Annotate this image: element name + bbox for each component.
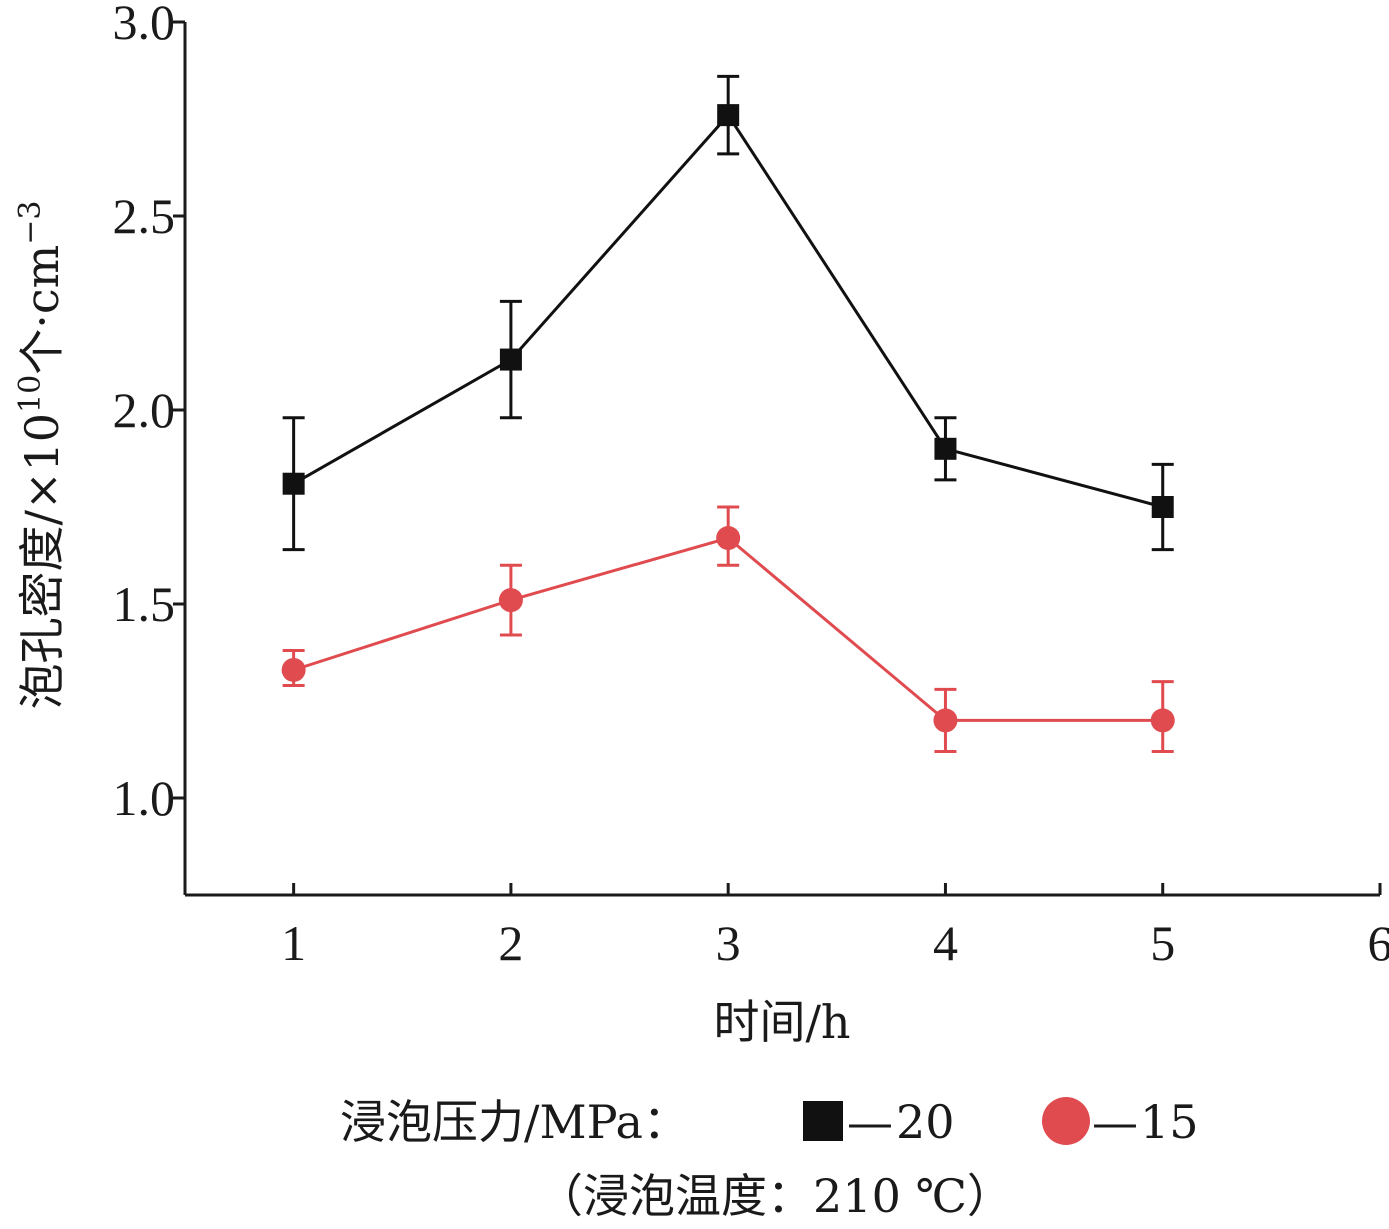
x-tick-label: 2 (498, 915, 523, 971)
data-point-square (282, 472, 305, 495)
y-tick-label: 2.5 (113, 188, 176, 244)
data-point-square (1151, 496, 1174, 518)
data-point-circle (281, 657, 306, 682)
legend-label-series-15: 15 (1140, 1095, 1199, 1149)
series-15 (281, 505, 1175, 753)
temperature-note: （浸泡温度：210 ℃） (537, 1169, 1013, 1223)
data-point-square (717, 104, 740, 127)
series-20-line (292, 112, 1164, 509)
legend-dash-series-15: — (1092, 1095, 1138, 1149)
y-tick-label: 1.5 (113, 576, 176, 632)
legend-marker-series-20 (803, 1101, 843, 1141)
y-axis-title-main: 泡孔密度/×10 (15, 413, 69, 710)
x-ticks: 1 2 3 4 5 6 (281, 883, 1389, 971)
y-axis-title-unit: 个·cm (15, 245, 69, 375)
legend-label-series-20: 20 (896, 1095, 955, 1149)
data-point-circle (1150, 708, 1175, 733)
data-point-circle (933, 708, 958, 733)
y-axis-title-sup2: −3 (13, 200, 48, 244)
y-axis-title-sup1: 10 (13, 375, 48, 413)
y-tick-label: 3.0 (113, 0, 176, 50)
legend-marker-series-15 (1042, 1097, 1090, 1145)
legend: 浸泡压力/MPa： — 20 — 15 (340, 1095, 1199, 1149)
x-tick-label: 3 (716, 915, 741, 971)
x-axis-title: 时间/h (713, 995, 850, 1049)
x-tick-label: 1 (281, 915, 306, 971)
y-tick-label: 2.0 (113, 382, 176, 438)
series-20 (282, 74, 1174, 552)
x-tick-label: 6 (1368, 915, 1389, 971)
y-tick-label: 1.0 (113, 770, 176, 826)
x-tick-label: 4 (933, 915, 958, 971)
data-point-circle (498, 588, 523, 613)
legend-dash-series-20: — (847, 1095, 893, 1149)
y-ticks: 1.0 1.5 2.0 2.5 3.0 (113, 0, 185, 826)
data-point-square (499, 348, 522, 371)
data-point-square (934, 437, 957, 460)
plot-series (281, 74, 1175, 753)
data-point-circle (716, 526, 741, 551)
legend-title: 浸泡压力/MPa： (340, 1095, 689, 1149)
axes: 1.0 1.5 2.0 2.5 3.0 1 2 3 4 5 6 (113, 0, 1389, 971)
x-tick-label: 5 (1150, 915, 1175, 971)
y-axis-title: 泡孔密度/×1010个·cm−3 (13, 200, 69, 709)
